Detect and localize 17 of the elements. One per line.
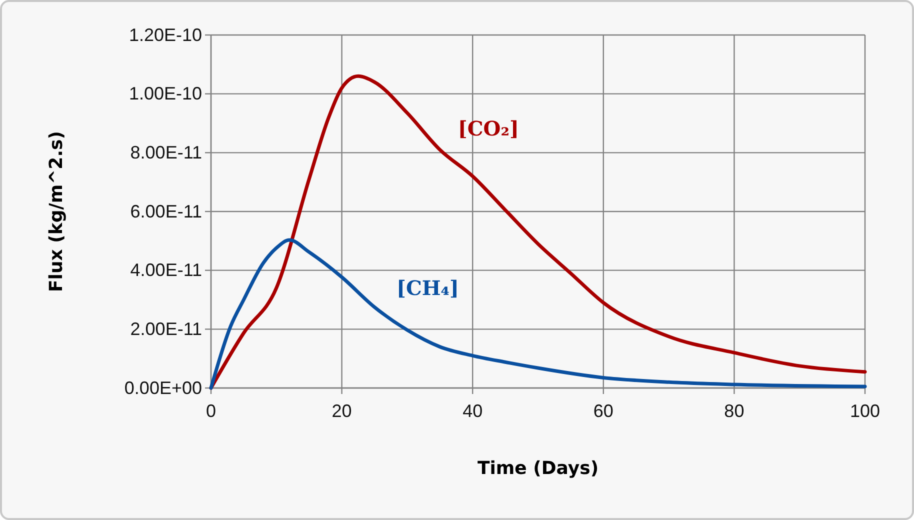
x-tick-label: 40 [462,400,483,421]
x-axis-title: Time (Days) [477,458,599,479]
y-tick-label: 0.00E+00 [124,378,202,398]
y-tick-label: 4.00E-11 [130,260,202,280]
x-tick-label: 0 [206,400,216,421]
series-label: [CH₄] [396,276,459,300]
x-tick-label: 80 [724,400,744,421]
y-tick-label: 1.00E-10 [128,84,202,104]
x-tick-label: 60 [593,400,614,421]
y-axis-title: Flux (kg/m^2.s) [46,131,67,292]
x-tick-label: 100 [850,400,880,421]
y-tick-label: 2.00E-11 [130,318,202,339]
y-tick-label: 1.20E-10 [128,24,202,45]
y-tick-label: 8.00E-11 [130,142,202,162]
series-label: [CO₂] [458,116,519,141]
x-tick-label: 20 [332,400,352,421]
y-tick-label: 6.00E-11 [130,201,202,222]
